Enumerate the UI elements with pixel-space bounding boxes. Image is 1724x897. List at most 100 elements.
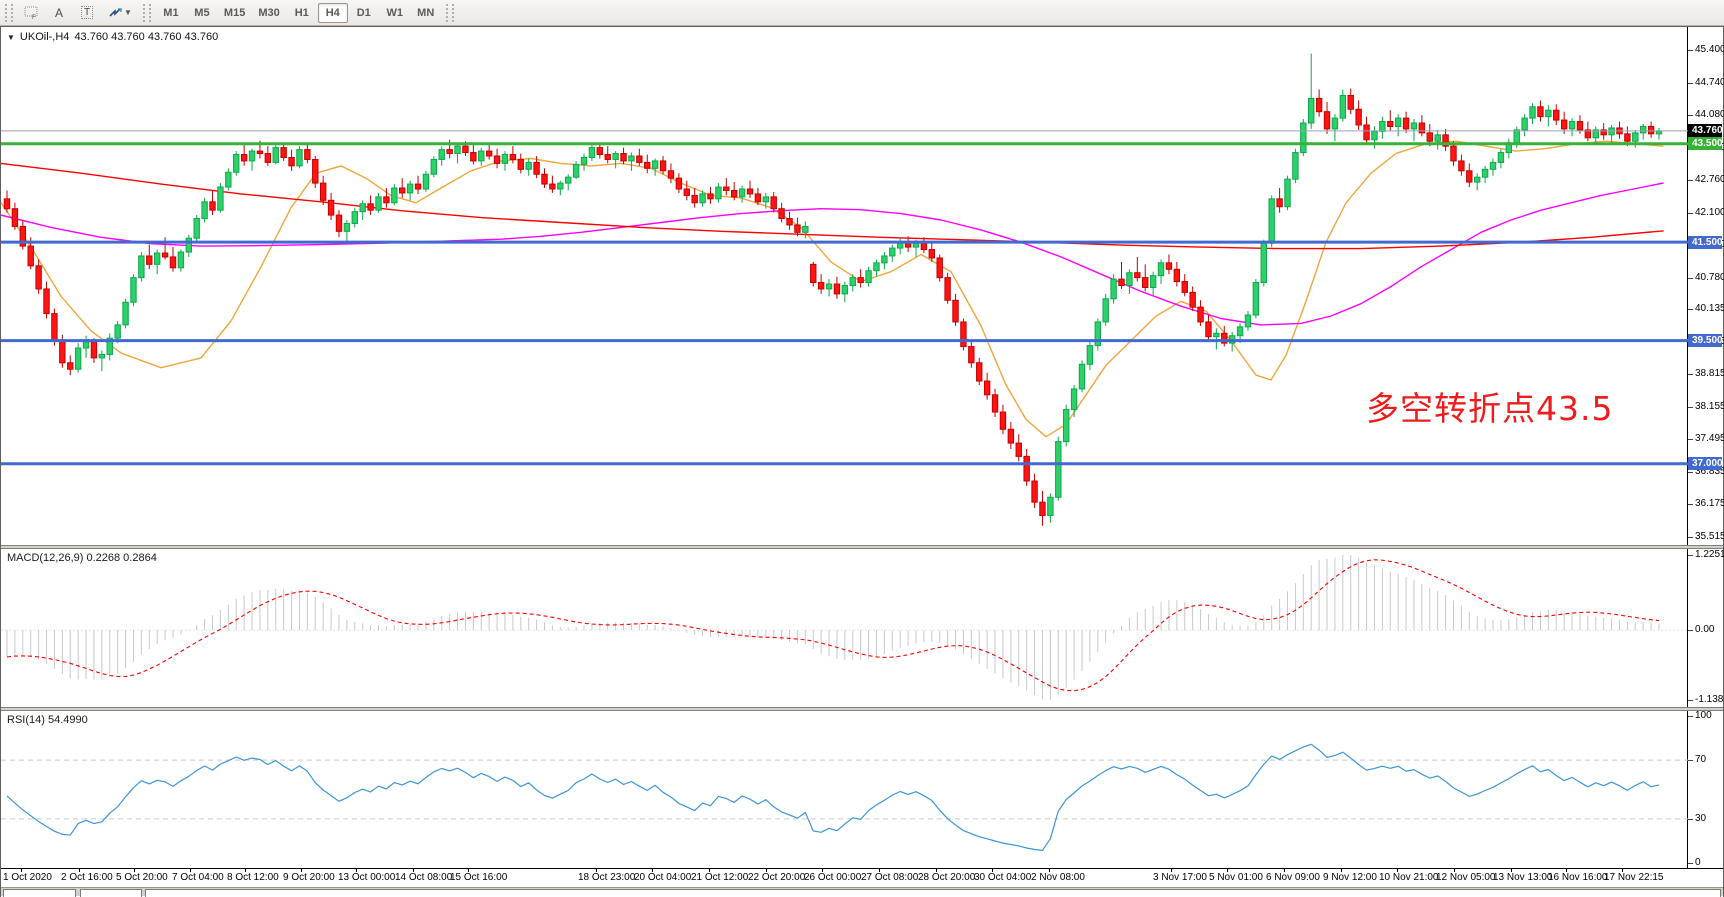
toolbar-separator — [142, 3, 151, 22]
time-tick — [413, 869, 414, 872]
annotation-text: 多空转折点43.5 — [1366, 389, 1614, 428]
time-label: 13 Nov 13:00 — [1493, 872, 1553, 883]
time-tick — [468, 869, 469, 872]
time-label: 9 Nov 12:00 — [1323, 872, 1377, 883]
time-label: 5 Nov 01:00 — [1209, 872, 1263, 883]
rsi-value: 54.4990 — [47, 714, 88, 726]
time-label: 21 Oct 12:00 — [691, 872, 749, 883]
macd-pane: MACD(12,26,9) 0.2268 0.2864 1.2251 0.00 -1… — [1, 549, 1724, 707]
arrows-icon — [109, 7, 122, 17]
timeframe-button-W1[interactable]: W1 — [386, 6, 403, 19]
text-box-button[interactable]: T — [74, 3, 100, 23]
toolbar-drag-handle[interactable] — [5, 3, 13, 22]
time-axis[interactable]: 1 Oct 2020 2 Oct 16:00 5 Oct 20:00 7 Oct 04… — [1, 868, 1723, 887]
grid-snap-icon[interactable]: F — [18, 3, 44, 23]
toolbar-separator-2 — [445, 3, 454, 22]
rsi-100-label: 100 — [1688, 710, 1712, 722]
time-label: 9 Oct 20:00 — [283, 872, 335, 883]
time-label: 2 Nov 08:00 — [1031, 872, 1085, 883]
timeframe-button-D1[interactable]: D1 — [356, 6, 371, 19]
main-chart-canvas[interactable]: ▼ UKOil-,H4 43.760 43.760 43.760 43.760 … — [1, 27, 1688, 545]
time-tick — [652, 869, 653, 872]
rsi-pane: RSI(14) 54.4990 100 70 30 0 — [1, 710, 1723, 869]
symbol-title: ▼ UKOil-,H4 43.760 43.760 43.760 43.760 — [7, 31, 218, 43]
price-tick-label: 35.515 — [1688, 531, 1724, 543]
price-tick-label: 38.815 — [1688, 368, 1724, 380]
macd-axis: 1.2251 0.00 -1.1383 — [1688, 549, 1724, 707]
dotted-grid-icon: F — [24, 6, 38, 20]
price-axis[interactable]: 45.40044.74044.08043.42042.76042.10041.4… — [1688, 27, 1724, 545]
chart-window: ▼ UKOil-,H4 43.760 43.760 43.760 43.760 … — [0, 26, 1724, 897]
timeframe-button-M30[interactable]: M30 — [258, 6, 280, 19]
level-price-label: 39.500 — [1688, 334, 1723, 348]
time-label: 6 Nov 09:00 — [1266, 872, 1320, 883]
time-tick — [822, 869, 823, 872]
time-label: 12 Nov 05:00 — [1436, 872, 1496, 883]
time-label: 10 Nov 21:00 — [1379, 872, 1439, 883]
time-label: 8 Oct 12:00 — [227, 872, 279, 883]
pane-splitter-2[interactable] — [1, 707, 1723, 711]
rsi-0-label: 0 — [1688, 857, 1701, 869]
price-tick-label: 42.100 — [1688, 207, 1724, 219]
rsi-line — [6, 743, 1660, 851]
level-price-label: 43.500 — [1688, 137, 1723, 151]
macd-values: 0.2268 0.2864 — [86, 552, 157, 564]
price-pane: ▼ UKOil-,H4 43.760 43.760 43.760 43.760 … — [1, 27, 1724, 545]
ma-fast-orange — [1, 140, 1664, 438]
time-tick — [1566, 869, 1567, 872]
time-label: 5 Oct 20:00 — [116, 872, 168, 883]
macd-caption: MACD(12,26,9) 0.2268 0.2864 — [7, 552, 157, 564]
timeframe-button-H1[interactable]: H1 — [294, 6, 309, 19]
ma-mid-magenta — [1, 182, 1664, 326]
time-tick — [79, 869, 80, 872]
time-label: 13 Oct 00:00 — [338, 872, 396, 883]
time-tick — [1622, 869, 1623, 872]
time-label: 2 Oct 16:00 — [61, 872, 113, 883]
time-tick — [709, 869, 710, 872]
toolbar: F A T ▼ M1 M5 M15 M30 H1 H4 D1 W1 MN — [0, 0, 1724, 26]
time-tick — [356, 869, 357, 872]
time-label: 30 Oct 04:00 — [974, 872, 1032, 883]
time-tick — [190, 869, 191, 872]
time-tick — [21, 869, 22, 872]
rsi-level-label: 30 — [1688, 813, 1706, 825]
rsi-canvas[interactable]: RSI(14) 54.4990 — [1, 711, 1688, 868]
timeframe-button-H4[interactable]: H4 — [317, 2, 348, 23]
status-box-2 — [80, 889, 142, 897]
time-tick — [1397, 869, 1398, 872]
time-label: 27 Oct 08:00 — [861, 872, 919, 883]
timeframe-button-M1[interactable]: M1 — [163, 6, 179, 19]
time-tick — [1454, 869, 1455, 872]
pane-splitter-1[interactable] — [1, 545, 1723, 549]
rsi-caption: RSI(14) 54.4990 — [7, 714, 88, 726]
status-box-1 — [3, 889, 76, 897]
time-tick — [1171, 869, 1172, 872]
price-tick-label: 37.495 — [1688, 433, 1724, 445]
arrow-objects-button[interactable]: ▼ — [102, 3, 138, 23]
text-annotation-button[interactable]: A — [46, 3, 72, 23]
price-tick-label: 36.175 — [1688, 498, 1724, 510]
time-tick — [1049, 869, 1050, 872]
quote-values: 43.760 43.760 43.760 43.760 — [74, 31, 219, 43]
a-label: A — [54, 5, 63, 20]
price-tick-label: 42.760 — [1688, 174, 1724, 186]
macd-zero-label: 0.00 — [1688, 624, 1714, 636]
ma-slow-red — [1, 162, 1664, 250]
candlesticks — [3, 53, 1663, 526]
price-tick-label: 44.080 — [1688, 109, 1724, 121]
level-price-label: 37.000 — [1688, 457, 1723, 471]
chevron-down-icon: ▼ — [124, 8, 132, 17]
macd-histogram — [6, 555, 1660, 701]
time-tick — [245, 869, 246, 872]
macd-canvas[interactable]: MACD(12,26,9) 0.2268 0.2864 — [1, 549, 1688, 707]
price-tick-label: 38.155 — [1688, 401, 1724, 413]
timeframe-button-M5[interactable]: M5 — [194, 6, 210, 19]
time-tick — [301, 869, 302, 872]
timeframe-button-MN[interactable]: MN — [417, 6, 435, 19]
timeframe-button-M15[interactable]: M15 — [223, 6, 246, 19]
time-tick — [766, 869, 767, 872]
time-label: 22 Oct 20:00 — [748, 872, 806, 883]
time-label: 17 Nov 22:15 — [1604, 872, 1664, 883]
price-tick-label: 36.835 — [1688, 466, 1724, 478]
rsi-axis: 100 70 30 0 — [1688, 710, 1723, 869]
